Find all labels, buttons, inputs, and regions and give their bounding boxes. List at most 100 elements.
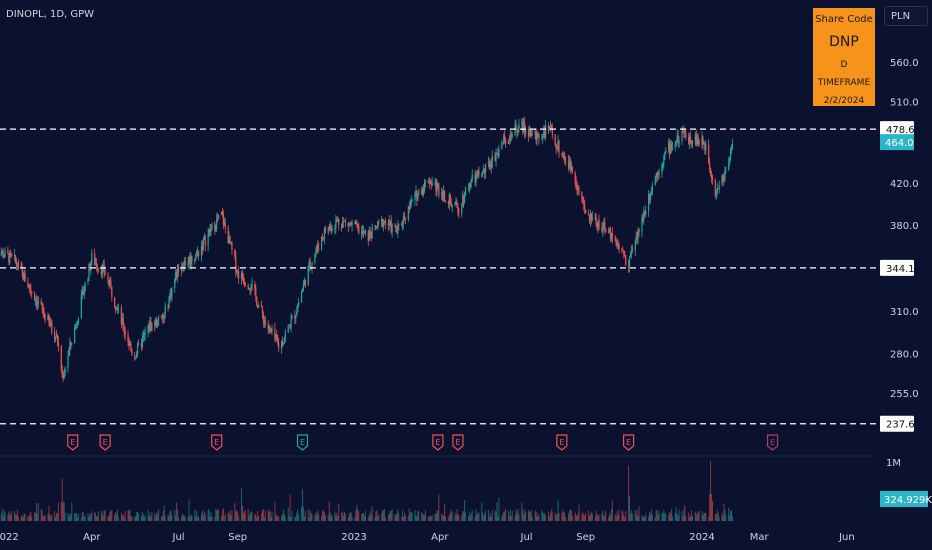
volume-bar	[389, 510, 391, 521]
candle	[410, 195, 412, 208]
candle	[638, 228, 640, 237]
volume-bar	[515, 509, 517, 521]
volume-bar	[197, 517, 199, 521]
volume-bar	[144, 515, 146, 521]
earnings-marker[interactable]: E	[296, 434, 309, 451]
currency-selector[interactable]: PLN	[884, 6, 928, 26]
candle	[80, 289, 82, 320]
volume-bar	[415, 515, 417, 521]
volume-bar	[625, 510, 627, 521]
volume-bar	[495, 512, 497, 521]
candle	[236, 268, 238, 275]
candle	[162, 314, 164, 324]
volume-bar	[505, 509, 507, 521]
volume-bar	[207, 509, 209, 521]
candle	[331, 225, 333, 233]
candle	[349, 221, 351, 227]
candle	[424, 179, 427, 188]
volume-bar	[609, 513, 611, 521]
earnings-marker[interactable]: E	[211, 434, 223, 451]
candle	[577, 185, 579, 195]
volume-bar	[118, 517, 120, 521]
candle	[661, 162, 663, 178]
volume-bar	[156, 512, 158, 521]
volume-bar	[458, 514, 460, 521]
candle	[229, 235, 231, 244]
earnings-marker[interactable]: E	[99, 434, 111, 451]
earnings-marker[interactable]: E	[67, 434, 79, 451]
candles-layer	[0, 116, 734, 383]
candle	[436, 179, 438, 197]
candle	[283, 336, 285, 345]
candle	[163, 312, 165, 324]
volume-bar	[545, 515, 547, 521]
earnings-marker[interactable]: E	[766, 434, 779, 451]
volume-bar	[616, 510, 618, 521]
candle	[148, 320, 150, 332]
candle	[462, 190, 464, 207]
candle	[517, 125, 519, 136]
volume-bar	[709, 494, 711, 521]
level-badge-label: 344.1	[886, 264, 915, 275]
volume-bar	[529, 512, 531, 521]
volume-bar	[508, 515, 510, 521]
volume-bar	[641, 514, 643, 521]
candle	[295, 314, 297, 324]
candle	[280, 339, 283, 354]
candle	[598, 214, 600, 231]
volume-bar	[10, 515, 12, 521]
volume-bar	[336, 512, 338, 521]
volume-bar	[221, 510, 223, 521]
candle	[114, 296, 116, 309]
earnings-marker[interactable]: E	[556, 434, 568, 451]
volume-bar	[461, 515, 463, 521]
ticker-title: DINOPL, 1D, GPW	[6, 9, 95, 20]
earnings-marker[interactable]: E	[432, 434, 444, 451]
volume-bar	[575, 514, 577, 521]
volume-bar	[665, 513, 667, 521]
candle	[524, 116, 526, 139]
volume-bar	[728, 507, 730, 521]
candle	[269, 326, 271, 335]
axes-layer: 560.0 510.0 420.0 380.0 310.0 280.0 255.0 2022 A…	[0, 58, 919, 543]
earnings-marker[interactable]: E	[452, 434, 464, 451]
candle	[382, 219, 385, 232]
volume-bar	[711, 500, 713, 521]
volume-bar	[614, 514, 616, 521]
volume-bar	[269, 511, 271, 521]
volume-bar	[282, 509, 284, 521]
volume-bar	[318, 514, 320, 521]
volume-bar	[107, 516, 109, 521]
candle	[422, 186, 424, 197]
volume-bar	[642, 517, 644, 521]
volume-bar	[174, 509, 176, 521]
earnings-marker[interactable]: E	[622, 434, 635, 451]
volume-bar	[182, 515, 184, 521]
candle	[175, 269, 177, 283]
volume-bar	[63, 502, 65, 521]
candle	[587, 209, 590, 216]
candle	[224, 218, 226, 234]
candle	[54, 335, 57, 343]
candle	[643, 206, 645, 225]
level-badge-label: 478.6	[886, 125, 915, 136]
candle	[8, 253, 10, 266]
volume-bar	[250, 510, 252, 521]
candle	[298, 297, 300, 308]
volume-bar	[116, 513, 118, 521]
volume-bar	[135, 516, 137, 521]
candle	[525, 125, 527, 138]
candle	[69, 337, 71, 356]
volume-bar	[378, 514, 380, 521]
volume-bar	[316, 513, 318, 521]
volume-bar	[262, 509, 264, 521]
volume-bar	[297, 509, 299, 521]
candle	[477, 169, 479, 179]
candle	[43, 306, 45, 319]
candle	[62, 370, 64, 383]
volume-bar	[414, 509, 416, 521]
candle	[16, 261, 19, 271]
candle	[528, 124, 531, 138]
time-tick-label: Sep	[576, 532, 595, 543]
